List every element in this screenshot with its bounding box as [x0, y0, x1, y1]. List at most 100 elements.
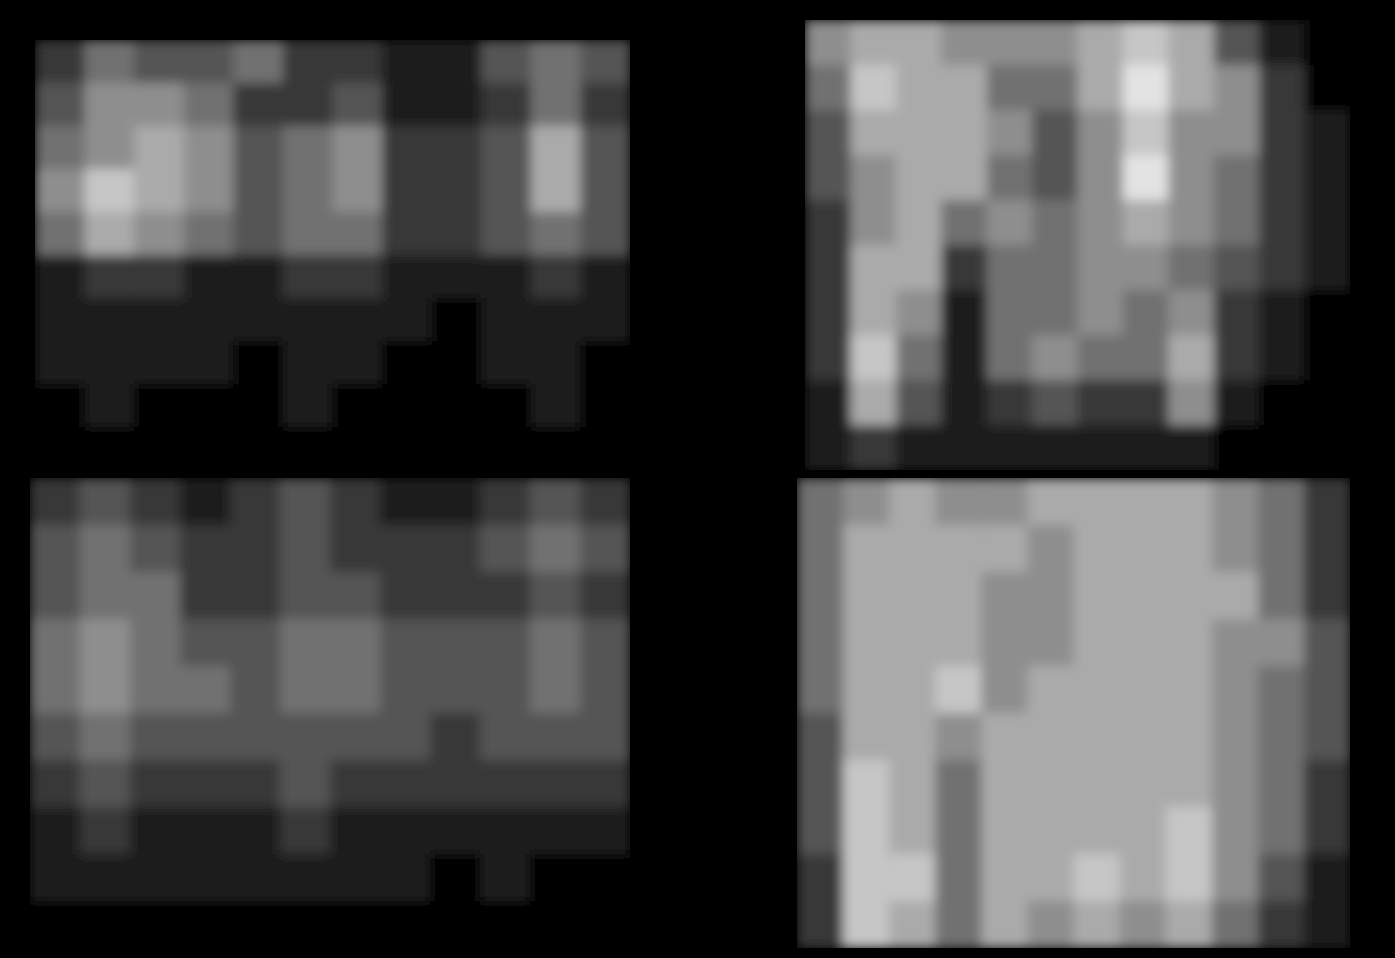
cell — [987, 65, 1033, 111]
cell — [430, 713, 481, 761]
cell — [981, 760, 1028, 808]
cell — [1304, 619, 1350, 667]
cell — [843, 854, 890, 902]
cell — [1212, 572, 1259, 620]
cell — [1120, 619, 1167, 667]
cell — [330, 713, 381, 761]
cell — [85, 126, 135, 170]
cell — [233, 384, 283, 428]
cell — [935, 478, 982, 526]
cell — [432, 427, 482, 470]
cell — [230, 854, 281, 902]
cell — [580, 427, 630, 470]
cell — [896, 245, 942, 291]
cell — [35, 298, 85, 342]
cell — [1123, 335, 1169, 381]
cell — [805, 425, 851, 470]
cell — [1074, 478, 1121, 526]
cell — [850, 20, 896, 66]
cell — [480, 666, 531, 714]
cell — [85, 40, 135, 84]
cell — [1258, 760, 1305, 808]
cell — [843, 760, 890, 808]
cell — [233, 427, 283, 470]
cell — [283, 298, 333, 342]
cell — [184, 427, 234, 470]
cell — [530, 666, 581, 714]
cell — [233, 40, 283, 84]
cell — [180, 713, 231, 761]
cell — [1305, 155, 1350, 201]
cell — [330, 619, 381, 667]
cell — [1305, 245, 1350, 291]
cell — [430, 760, 481, 808]
cell — [1120, 854, 1167, 902]
cell — [1032, 110, 1078, 156]
cell — [531, 341, 581, 385]
cell — [1074, 619, 1121, 667]
cell-group — [805, 20, 1350, 470]
cell — [85, 255, 135, 299]
cell — [1214, 290, 1260, 336]
cell — [380, 572, 431, 620]
cell — [896, 20, 942, 66]
cell — [530, 901, 581, 948]
cell — [134, 341, 184, 385]
cell — [184, 255, 234, 299]
cell — [85, 83, 135, 127]
cell — [380, 807, 431, 855]
cell — [35, 40, 85, 84]
cell — [580, 666, 630, 714]
cell — [935, 619, 982, 667]
cell — [1258, 619, 1305, 667]
cell — [1259, 245, 1305, 291]
cell — [797, 854, 844, 902]
cell — [1214, 110, 1260, 156]
cell — [1078, 20, 1124, 66]
cell — [981, 666, 1028, 714]
cell — [896, 425, 942, 470]
cell — [1259, 425, 1305, 470]
cell — [333, 212, 383, 256]
cell — [1258, 807, 1305, 855]
cell — [941, 290, 987, 336]
cell — [896, 335, 942, 381]
cell — [889, 478, 936, 526]
cell — [1258, 854, 1305, 902]
cell — [1074, 854, 1121, 902]
cell — [1166, 478, 1213, 526]
cell — [530, 713, 581, 761]
cell — [330, 478, 381, 526]
cell — [1032, 200, 1078, 246]
cell — [1304, 807, 1350, 855]
cell — [35, 83, 85, 127]
cell — [580, 40, 630, 84]
cell — [580, 298, 630, 342]
cell — [480, 901, 531, 948]
cell — [1214, 245, 1260, 291]
cell — [85, 341, 135, 385]
cell — [1259, 65, 1305, 111]
cell — [333, 126, 383, 170]
cell — [805, 200, 851, 246]
cell — [941, 200, 987, 246]
cell — [184, 40, 234, 84]
cell — [330, 854, 381, 902]
cell — [843, 713, 890, 761]
background — [0, 0, 1395, 958]
cell — [432, 341, 482, 385]
cell — [531, 255, 581, 299]
cell — [1258, 666, 1305, 714]
cell — [184, 341, 234, 385]
cell — [1078, 155, 1124, 201]
cell — [432, 169, 482, 213]
cell — [1258, 713, 1305, 761]
cell — [130, 619, 181, 667]
cell — [1214, 155, 1260, 201]
cell — [1305, 110, 1350, 156]
cell — [481, 126, 531, 170]
figure — [0, 0, 1395, 958]
cell — [1074, 807, 1121, 855]
cell — [1166, 854, 1213, 902]
cell — [130, 572, 181, 620]
